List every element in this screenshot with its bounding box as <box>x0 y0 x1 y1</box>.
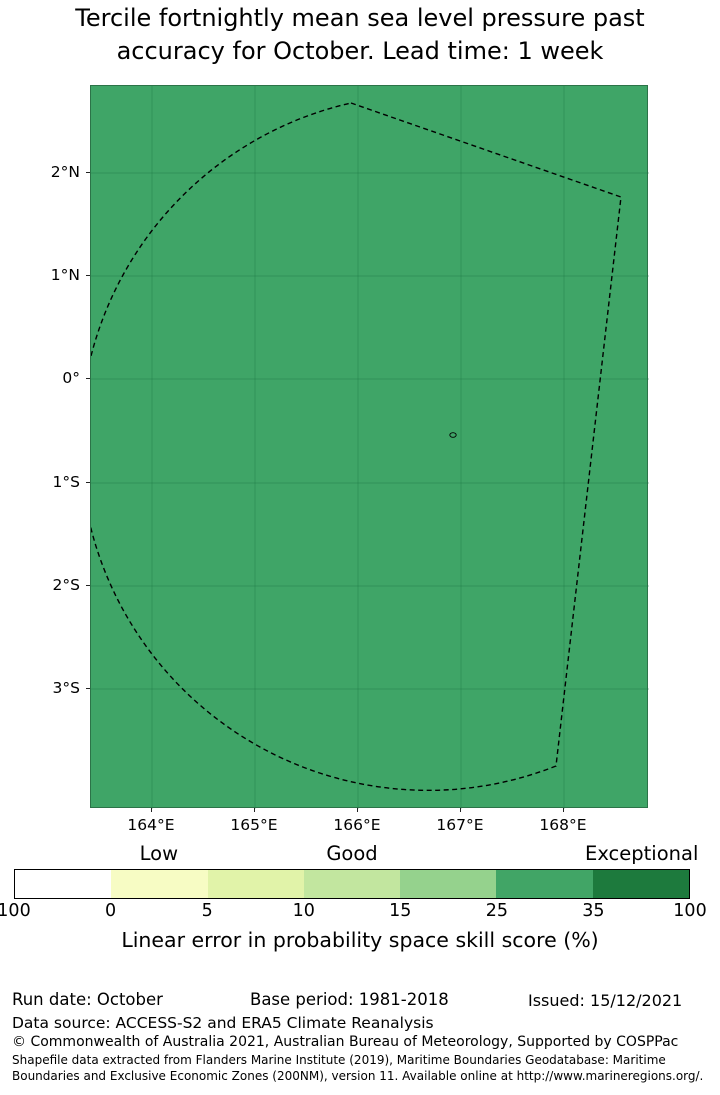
colorbar-tick-label: 25 <box>485 901 508 921</box>
y-tick-label: 1°S <box>52 473 80 491</box>
map-canvas <box>91 86 649 809</box>
colorbar-segment <box>207 870 304 898</box>
colorbar-tick-label: 10 <box>292 901 315 921</box>
colorbar-tick-label: 100 <box>673 901 707 921</box>
x-tick-label: 167°E <box>436 816 484 834</box>
x-tick-mark <box>460 808 461 812</box>
y-tick-label: 2°N <box>50 163 80 181</box>
colorbar-axis-label: Linear error in probability space skill … <box>121 928 599 952</box>
y-tick-mark <box>86 275 90 276</box>
x-tick-label: 165°E <box>230 816 278 834</box>
colorbar-segment <box>111 870 208 898</box>
colorbar-segment <box>303 870 401 898</box>
footer-data-source: Data source: ACCESS-S2 and ERA5 Climate … <box>12 1014 434 1032</box>
colorbar-tick-label: 0 <box>104 901 117 921</box>
title-line-2: accuracy for October. Lead time: 1 week <box>116 36 604 65</box>
island-outline <box>449 432 457 438</box>
colorbar-class-label: Good <box>326 842 378 865</box>
x-tick-mark <box>357 808 358 812</box>
eez-boundary-dashed <box>91 102 622 791</box>
x-tick-mark <box>151 808 152 812</box>
y-tick-mark <box>86 688 90 689</box>
colorbar-tick-label: 35 <box>582 901 605 921</box>
colorbar-segment <box>400 870 497 898</box>
colorbar-segment <box>592 870 689 898</box>
figure-title: Tercile fortnightly mean sea level press… <box>0 2 720 67</box>
map-plot-area <box>90 85 649 809</box>
colorbar-class-label: Low <box>139 842 179 865</box>
footer-run-date: Run date: October <box>12 990 163 1009</box>
map-gridlines <box>91 86 649 809</box>
x-tick-label: 168°E <box>539 816 587 834</box>
y-tick-label: 3°S <box>52 679 80 697</box>
footer-shapefile-note: Shapefile data extracted from Flanders M… <box>12 1053 704 1084</box>
footer-issued-date: Issued: 15/12/2021 <box>528 991 683 1010</box>
y-tick-label: 0° <box>62 369 80 387</box>
colorbar-tick-label: 15 <box>389 901 412 921</box>
colorbar-class-label: Exceptional <box>585 842 699 865</box>
colorbar <box>14 869 690 899</box>
footer-copyright: © Commonwealth of Australia 2021, Austra… <box>12 1034 679 1050</box>
colorbar-tick-label: 100 <box>0 901 31 921</box>
x-tick-mark <box>563 808 564 812</box>
colorbar-segment <box>15 870 112 898</box>
y-tick-mark <box>86 585 90 586</box>
x-tick-label: 166°E <box>333 816 381 834</box>
y-tick-mark <box>86 172 90 173</box>
y-tick-mark <box>86 482 90 483</box>
x-tick-label: 164°E <box>127 816 175 834</box>
title-line-1: Tercile fortnightly mean sea level press… <box>75 4 645 32</box>
x-tick-mark <box>254 808 255 812</box>
colorbar-tick-label: 5 <box>201 901 213 921</box>
footer-base-period: Base period: 1981-2018 <box>250 990 449 1009</box>
y-tick-mark <box>86 378 90 379</box>
y-tick-label: 2°S <box>52 576 80 594</box>
colorbar-segment <box>496 870 593 898</box>
y-tick-label: 1°N <box>50 266 80 284</box>
